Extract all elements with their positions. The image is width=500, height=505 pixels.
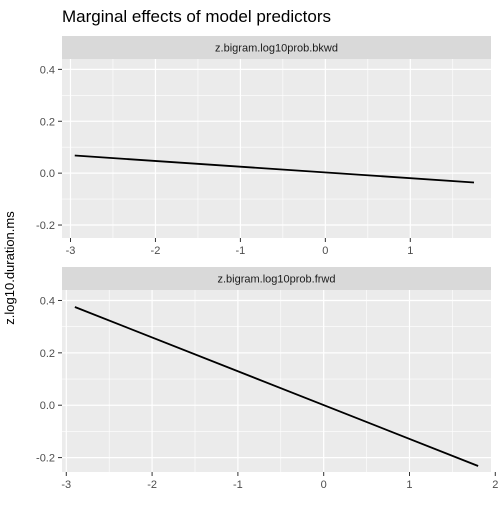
y-tick-label: -0.2: [36, 220, 55, 232]
y-tick-label: 0.0: [40, 168, 55, 180]
x-tick-label: 1: [407, 245, 413, 257]
x-tick-label: -3: [61, 479, 71, 491]
panel-strip-label: z.bigram.log10prob.frwd: [217, 274, 335, 286]
x-tick-label: 0: [321, 479, 327, 491]
panel-strip-label: z.bigram.log10prob.bkwd: [215, 43, 338, 55]
series-line: [74, 154, 475, 184]
x-tick-label: -3: [66, 245, 76, 257]
x-tick-label: -1: [233, 479, 243, 491]
y-axis-label: z.log10.duration.ms: [2, 211, 17, 325]
x-tick-label: 0: [322, 245, 328, 257]
x-tick-label: -2: [147, 479, 157, 491]
chart-title: Marginal effects of model predictors: [62, 7, 331, 26]
panel-strip: [62, 36, 491, 59]
x-tick-label: -2: [151, 245, 161, 257]
x-tick-label: 2: [492, 479, 498, 491]
y-tick-label: 0.2: [40, 348, 55, 360]
y-tick-label: 0.0: [40, 400, 55, 412]
panel-strip: [62, 267, 491, 290]
y-tick-label: 0.2: [40, 116, 55, 128]
series-line: [74, 306, 479, 467]
panel-2: z.bigram.log10prob.frwd -3 -2 -1 0 1 2 -0.2 0.0 0…: [36, 267, 498, 491]
panel-background: [62, 59, 491, 238]
y-tick-label: 0.4: [40, 295, 55, 307]
y-tick-label: 0.4: [40, 64, 55, 76]
x-tick-label: 1: [406, 479, 412, 491]
panel-1: z.bigram.log10prob.bkwd -3 -2 -1 0 1 -0.2 0.0 0.…: [36, 36, 491, 257]
panels: z.bigram.log10prob.bkwd -3 -2 -1 0 1 -0.2 0.0 0.…: [36, 36, 498, 491]
panel-background: [62, 290, 491, 472]
x-tick-label: -1: [236, 245, 246, 257]
y-tick-label: -0.2: [36, 453, 55, 465]
